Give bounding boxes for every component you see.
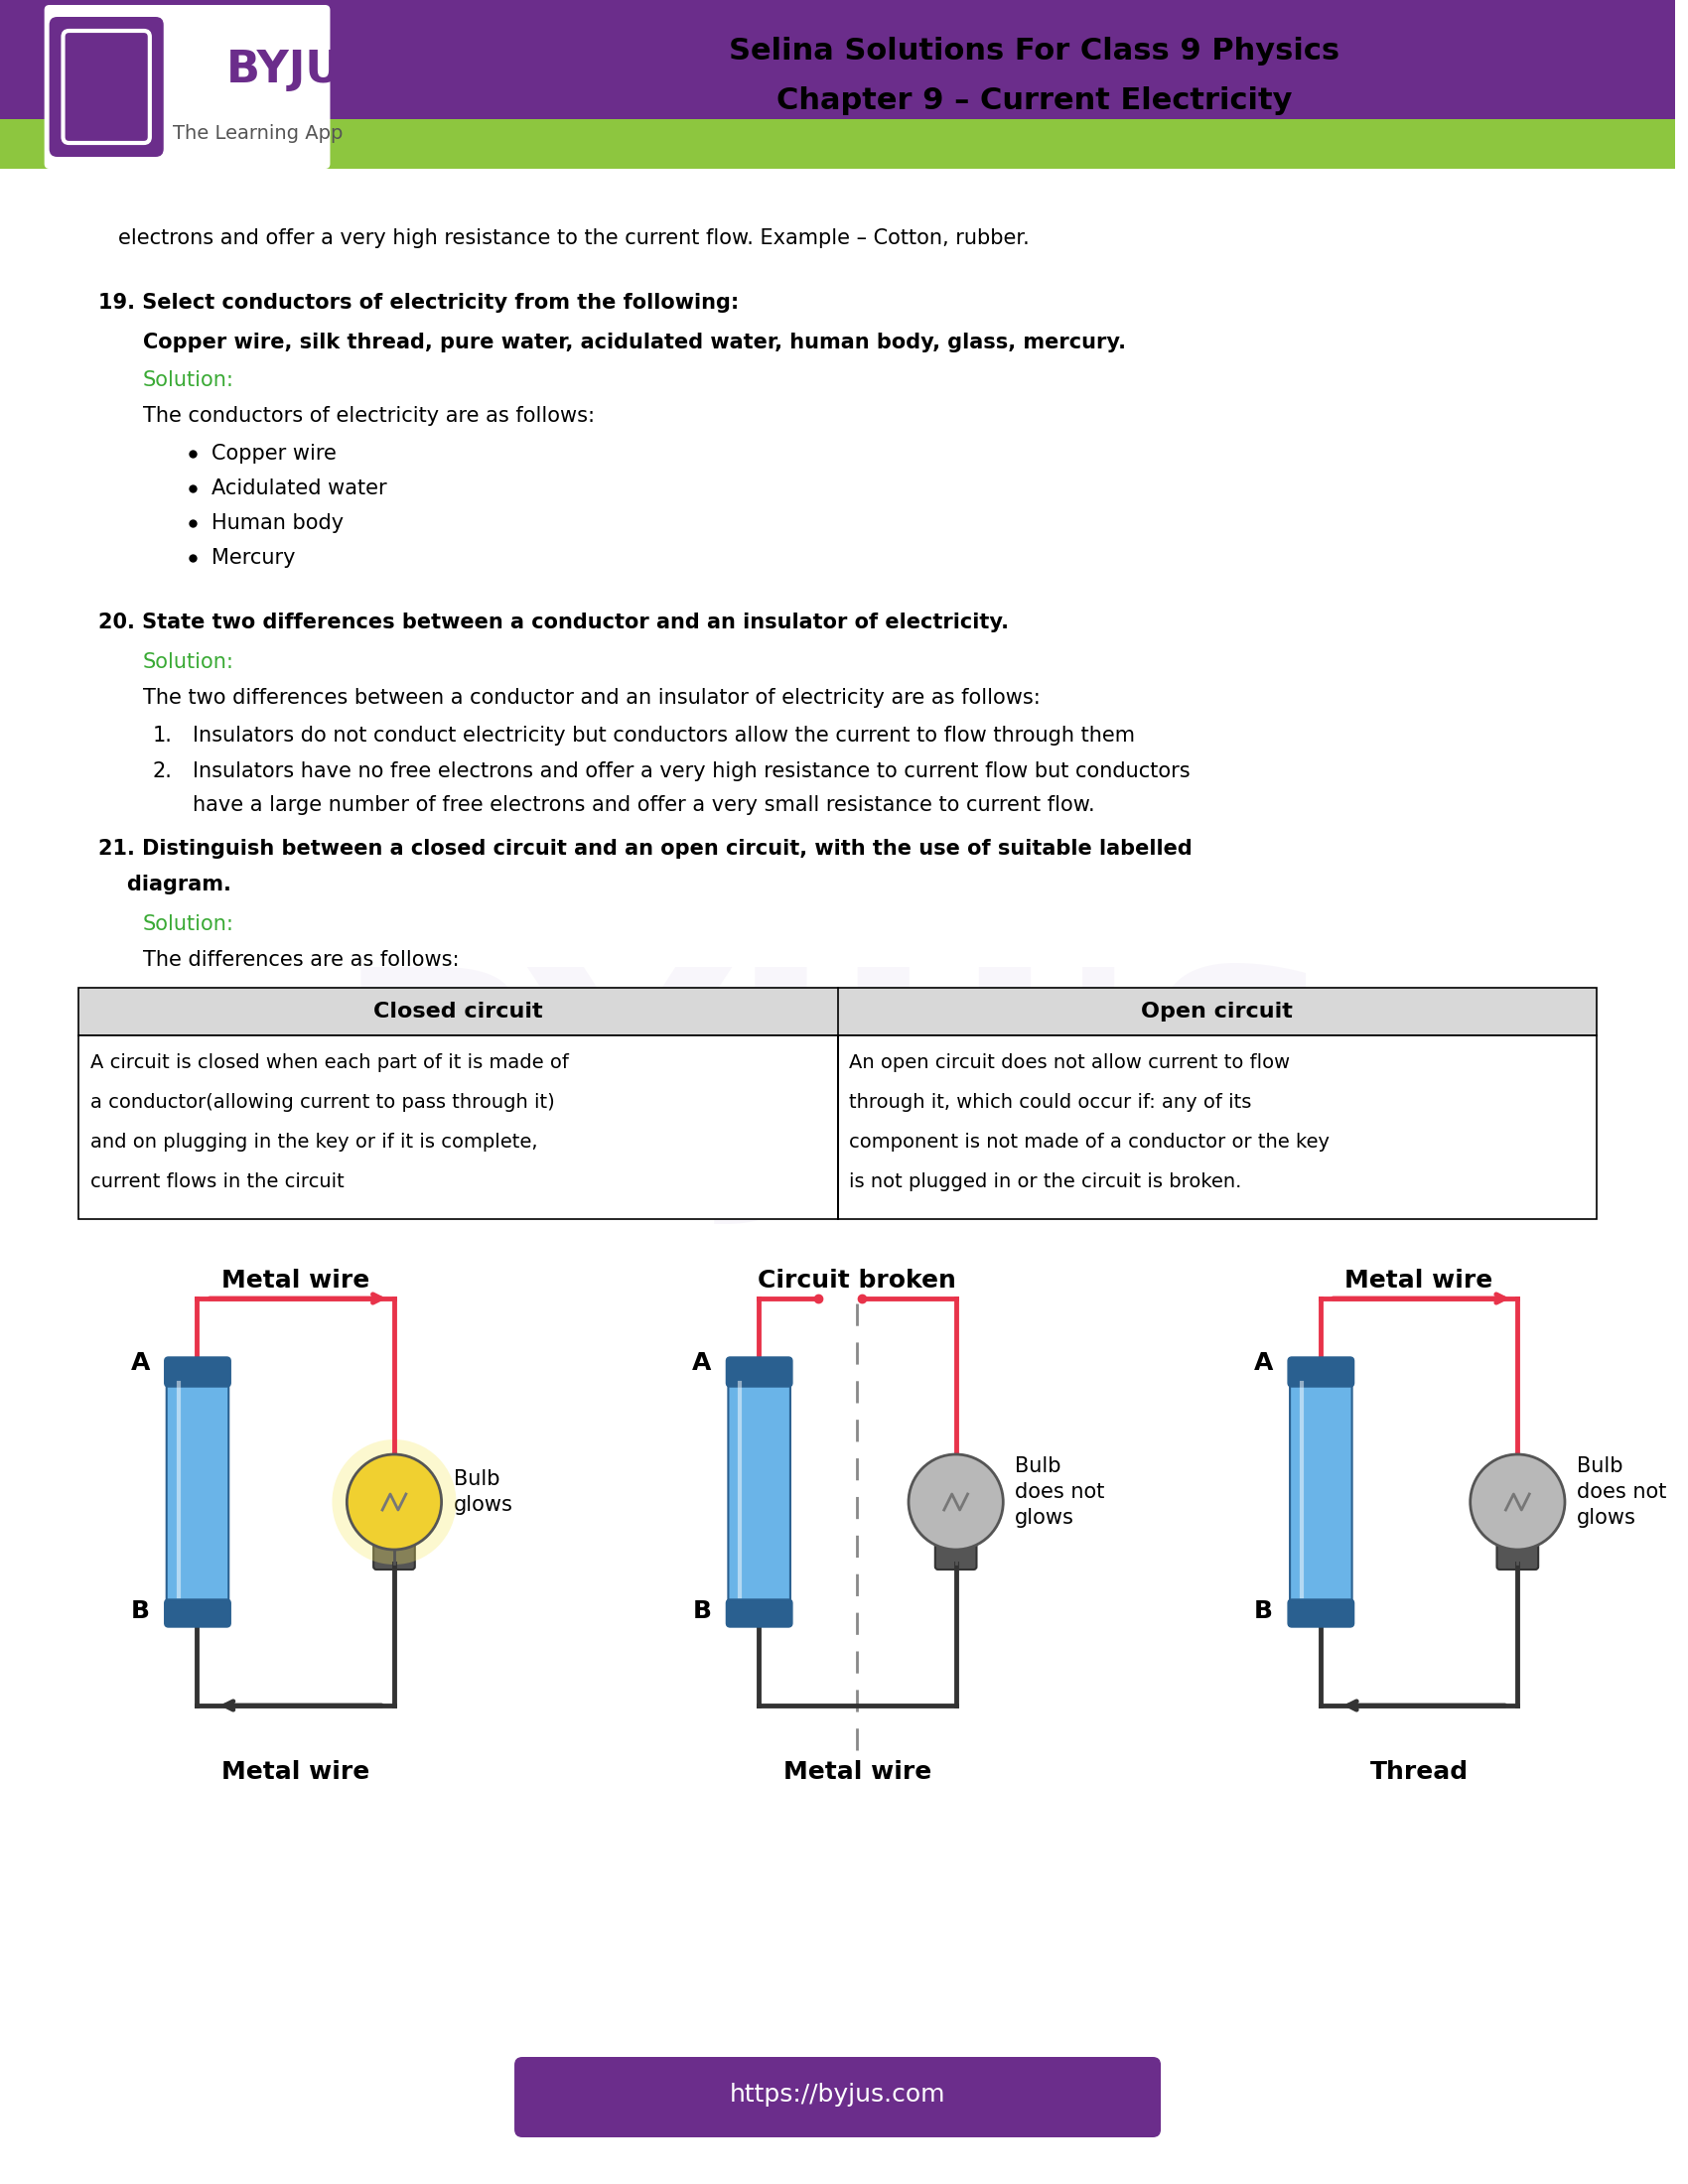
Text: Human body: Human body xyxy=(213,513,344,533)
Text: A: A xyxy=(692,1352,711,1376)
Text: The two differences between a conductor and an insulator of electricity are as f: The two differences between a conductor … xyxy=(143,688,1040,708)
Text: is not plugged in or the circuit is broken.: is not plugged in or the circuit is brok… xyxy=(849,1173,1242,1190)
Text: Metal wire: Metal wire xyxy=(783,1760,932,1784)
FancyBboxPatch shape xyxy=(837,1035,1597,1219)
FancyBboxPatch shape xyxy=(164,1356,231,1387)
FancyBboxPatch shape xyxy=(515,2057,1161,2138)
Text: Solution:: Solution: xyxy=(143,915,235,935)
Text: component is not made of a conductor or the key: component is not made of a conductor or … xyxy=(849,1133,1330,1151)
Text: Insulators have no free electrons and offer a very high resistance to current fl: Insulators have no free electrons and of… xyxy=(192,762,1190,782)
Text: a conductor(allowing current to pass through it): a conductor(allowing current to pass thr… xyxy=(91,1092,555,1112)
Text: Metal wire: Metal wire xyxy=(1345,1269,1494,1293)
Text: B: B xyxy=(1254,1599,1273,1623)
FancyBboxPatch shape xyxy=(373,1542,415,1570)
Polygon shape xyxy=(0,0,1674,120)
FancyBboxPatch shape xyxy=(1288,1599,1354,1627)
FancyBboxPatch shape xyxy=(1290,1365,1352,1621)
Text: 21. Distinguish between a closed circuit and an open circuit, with the use of su: 21. Distinguish between a closed circuit… xyxy=(98,839,1192,858)
Text: electrons and offer a very high resistance to the current flow. Example – Cotton: electrons and offer a very high resistan… xyxy=(118,229,1030,249)
FancyBboxPatch shape xyxy=(79,1035,837,1219)
FancyBboxPatch shape xyxy=(167,1365,228,1621)
Text: diagram.: diagram. xyxy=(98,874,231,895)
Text: B: B xyxy=(132,1599,150,1623)
Text: A: A xyxy=(1254,1352,1273,1376)
FancyBboxPatch shape xyxy=(726,1356,792,1387)
FancyBboxPatch shape xyxy=(728,1365,790,1621)
Wedge shape xyxy=(1361,0,1688,168)
Text: Thread: Thread xyxy=(1369,1760,1469,1784)
Text: Bulb
glows: Bulb glows xyxy=(454,1470,513,1516)
Text: B: B xyxy=(692,1599,711,1623)
Text: The Learning App: The Learning App xyxy=(172,124,343,144)
Text: The conductors of electricity are as follows:: The conductors of electricity are as fol… xyxy=(143,406,594,426)
Circle shape xyxy=(346,1455,442,1551)
Text: current flows in the circuit: current flows in the circuit xyxy=(91,1173,344,1190)
Text: Metal wire: Metal wire xyxy=(221,1269,370,1293)
Circle shape xyxy=(908,1455,1003,1551)
FancyBboxPatch shape xyxy=(726,1599,792,1627)
Text: Chapter 9 – Current Electricity: Chapter 9 – Current Electricity xyxy=(776,87,1293,116)
Text: Closed circuit: Closed circuit xyxy=(373,1002,544,1022)
Text: A circuit is closed when each part of it is made of: A circuit is closed when each part of it… xyxy=(91,1053,569,1072)
FancyBboxPatch shape xyxy=(935,1542,977,1570)
Text: Copper wire: Copper wire xyxy=(213,443,338,463)
Text: Acidulated water: Acidulated water xyxy=(213,478,387,498)
Text: Selina Solutions For Class 9 Physics: Selina Solutions For Class 9 Physics xyxy=(729,37,1340,66)
Text: Solution:: Solution: xyxy=(143,371,235,391)
Text: Copper wire, silk thread, pure water, acidulated water, human body, glass, mercu: Copper wire, silk thread, pure water, ac… xyxy=(143,332,1126,352)
Circle shape xyxy=(333,1439,456,1564)
FancyBboxPatch shape xyxy=(1288,1356,1354,1387)
Text: An open circuit does not allow current to flow: An open circuit does not allow current t… xyxy=(849,1053,1290,1072)
Text: Solution:: Solution: xyxy=(143,653,235,673)
Polygon shape xyxy=(0,120,1674,168)
Text: have a large number of free electrons and offer a very small resistance to curre: have a large number of free electrons an… xyxy=(192,795,1094,815)
Circle shape xyxy=(1470,1455,1565,1551)
FancyBboxPatch shape xyxy=(44,4,331,168)
FancyBboxPatch shape xyxy=(79,987,1597,1035)
Text: A: A xyxy=(130,1352,150,1376)
Text: BYJU'S: BYJU'S xyxy=(226,48,388,92)
Text: 19. Select conductors of electricity from the following:: 19. Select conductors of electricity fro… xyxy=(98,293,739,312)
FancyBboxPatch shape xyxy=(49,17,164,157)
Text: Mercury: Mercury xyxy=(213,548,295,568)
Text: 2.: 2. xyxy=(152,762,172,782)
FancyBboxPatch shape xyxy=(164,1599,231,1627)
Text: through it, which could occur if: any of its: through it, which could occur if: any of… xyxy=(849,1092,1252,1112)
Text: https://byjus.com: https://byjus.com xyxy=(729,2084,945,2108)
Text: 1.: 1. xyxy=(152,725,172,745)
Text: The differences are as follows:: The differences are as follows: xyxy=(143,950,459,970)
Text: B: B xyxy=(91,68,122,107)
Text: Circuit broken: Circuit broken xyxy=(758,1269,957,1293)
Text: Metal wire: Metal wire xyxy=(221,1760,370,1784)
Text: Bulb
does not
glows: Bulb does not glows xyxy=(1014,1457,1104,1529)
Text: 20. State two differences between a conductor and an insulator of electricity.: 20. State two differences between a cond… xyxy=(98,612,1009,633)
Text: BYJU'S: BYJU'S xyxy=(336,959,1340,1225)
Text: Bulb
does not
glows: Bulb does not glows xyxy=(1577,1457,1666,1529)
Text: Open circuit: Open circuit xyxy=(1141,1002,1293,1022)
Text: Insulators do not conduct electricity but conductors allow the current to flow t: Insulators do not conduct electricity bu… xyxy=(192,725,1134,745)
FancyBboxPatch shape xyxy=(1497,1542,1538,1570)
Text: and on plugging in the key or if it is complete,: and on plugging in the key or if it is c… xyxy=(91,1133,538,1151)
